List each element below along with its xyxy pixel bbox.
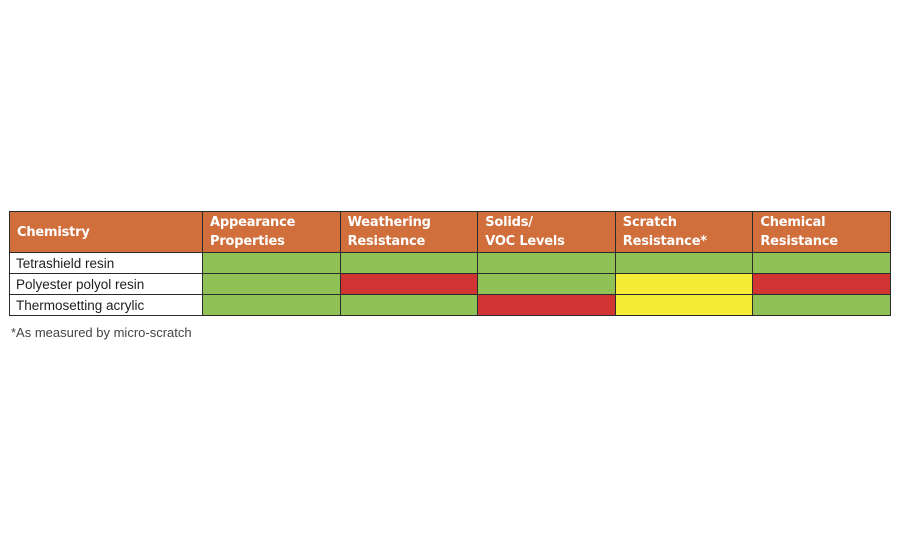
rating-cell: [477, 294, 616, 316]
header-weathering-resistance: Weathering Resistance: [339, 211, 479, 253]
chemistry-name-cell: Polyester polyol resin: [9, 273, 203, 295]
rating-cell: [202, 294, 341, 316]
header-appearance-properties: Appearance Properties: [202, 211, 341, 253]
rating-cell: [477, 252, 616, 274]
table-row: Thermosetting acrylic: [9, 294, 891, 316]
chemistry-name-cell: Thermosetting acrylic: [9, 294, 203, 316]
comparison-table-container: Chemistry Appearance Properties Weatheri…: [9, 211, 891, 316]
rating-cell: [339, 294, 479, 316]
rating-cell: [339, 273, 479, 295]
rating-cell: [752, 252, 891, 274]
rating-cell: [477, 273, 616, 295]
header-solids-voc-levels: Solids/ VOC Levels: [477, 211, 616, 253]
header-scratch-resistance: Scratch Resistance*: [614, 211, 754, 253]
chemistry-name-cell: Tetrashield resin: [9, 252, 203, 274]
rating-cell: [202, 252, 341, 274]
header-chemistry: Chemistry: [9, 211, 203, 253]
rating-cell: [752, 273, 891, 295]
table-row: Polyester polyol resin: [9, 273, 891, 295]
rating-cell: [614, 252, 754, 274]
header-chemical-resistance: Chemical Resistance: [752, 211, 891, 253]
rating-cell: [202, 273, 341, 295]
chemistry-comparison-table: Chemistry Appearance Properties Weatheri…: [9, 211, 891, 316]
header-row: Chemistry Appearance Properties Weatheri…: [9, 211, 891, 253]
rating-cell: [752, 294, 891, 316]
table-row: Tetrashield resin: [9, 252, 891, 274]
rating-cell: [614, 294, 754, 316]
footnote: *As measured by micro-scratch: [11, 325, 192, 340]
rating-cell: [614, 273, 754, 295]
rating-cell: [339, 252, 479, 274]
